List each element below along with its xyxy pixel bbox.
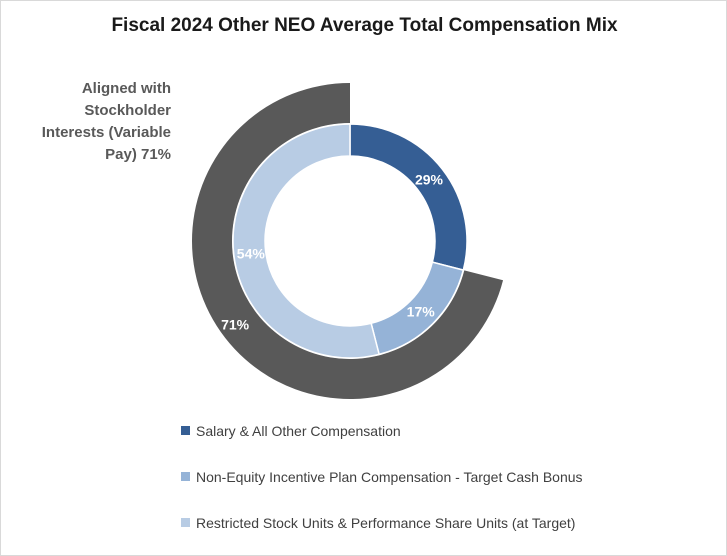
callout-line: Aligned with (81, 80, 171, 97)
inner-ring-data-label: 54% (237, 246, 266, 262)
legend-item-cash-bonus: Non-Equity Incentive Plan Compensation -… (181, 465, 583, 488)
legend-swatch (181, 518, 190, 527)
callout-line: Stockholder (84, 102, 171, 119)
legend: Salary & All Other Compensation Non-Equi… (181, 419, 583, 555)
callout-line: Interests (Variable (41, 124, 171, 141)
legend-label: Salary & All Other Compensation (196, 422, 401, 439)
legend-label: Restricted Stock Units & Performance Sha… (196, 514, 576, 531)
legend-item-stock-units: Restricted Stock Units & Performance Sha… (181, 511, 583, 534)
legend-swatch (181, 426, 190, 435)
callout-line: Pay) 71% (105, 146, 171, 163)
legend-item-salary: Salary & All Other Compensation (181, 419, 583, 442)
chart-title: Fiscal 2024 Other NEO Average Total Comp… (111, 15, 618, 36)
variable-pay-callout: Aligned with Stockholder Interests (Vari… (41, 78, 171, 166)
inner-ring-slice (349, 123, 468, 272)
legend-label: Non-Equity Incentive Plan Compensation -… (196, 468, 583, 485)
inner-ring-slice (232, 123, 381, 359)
inner-ring-data-label: 29% (415, 172, 444, 188)
outer-ring-data-label: 71% (221, 317, 250, 333)
legend-swatch (181, 472, 190, 481)
inner-ring-data-label: 17% (407, 304, 436, 320)
